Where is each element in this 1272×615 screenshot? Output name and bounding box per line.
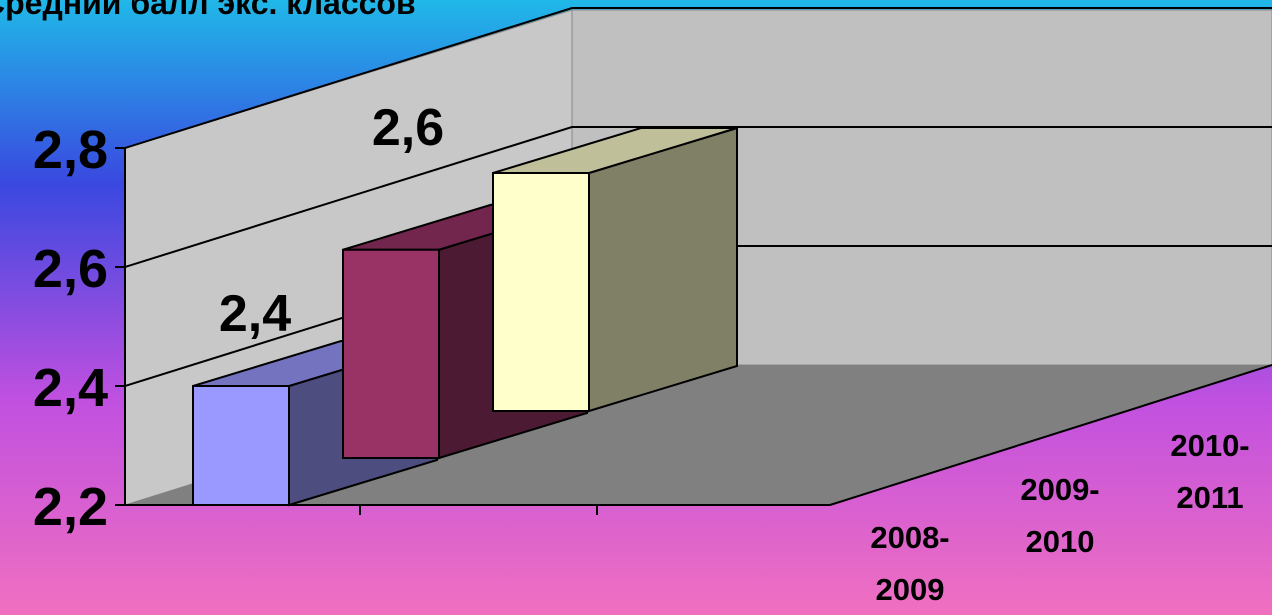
bar-side [588,126,738,413]
category-label: 2008-2009 [870,520,949,607]
y-tick-label: 2,4 [33,358,108,418]
depth-axis [829,364,1272,506]
category-label: 2009-2010 [1020,472,1099,559]
chart-title: Средний балл экс. классов [0,0,416,21]
data-label: 2,6 [372,99,444,157]
grid-line [124,126,1272,268]
floor [125,365,1272,505]
category-label: 2010-2011 [1170,428,1249,515]
grid-line [124,7,1272,149]
y-tick-label: 2,8 [33,120,108,180]
bar [342,248,440,459]
y-tick-label: 2,2 [33,477,108,537]
bar [492,172,590,412]
y-tick-label: 2,6 [33,239,108,299]
data-label: 2,4 [219,285,291,343]
bar [192,385,290,506]
